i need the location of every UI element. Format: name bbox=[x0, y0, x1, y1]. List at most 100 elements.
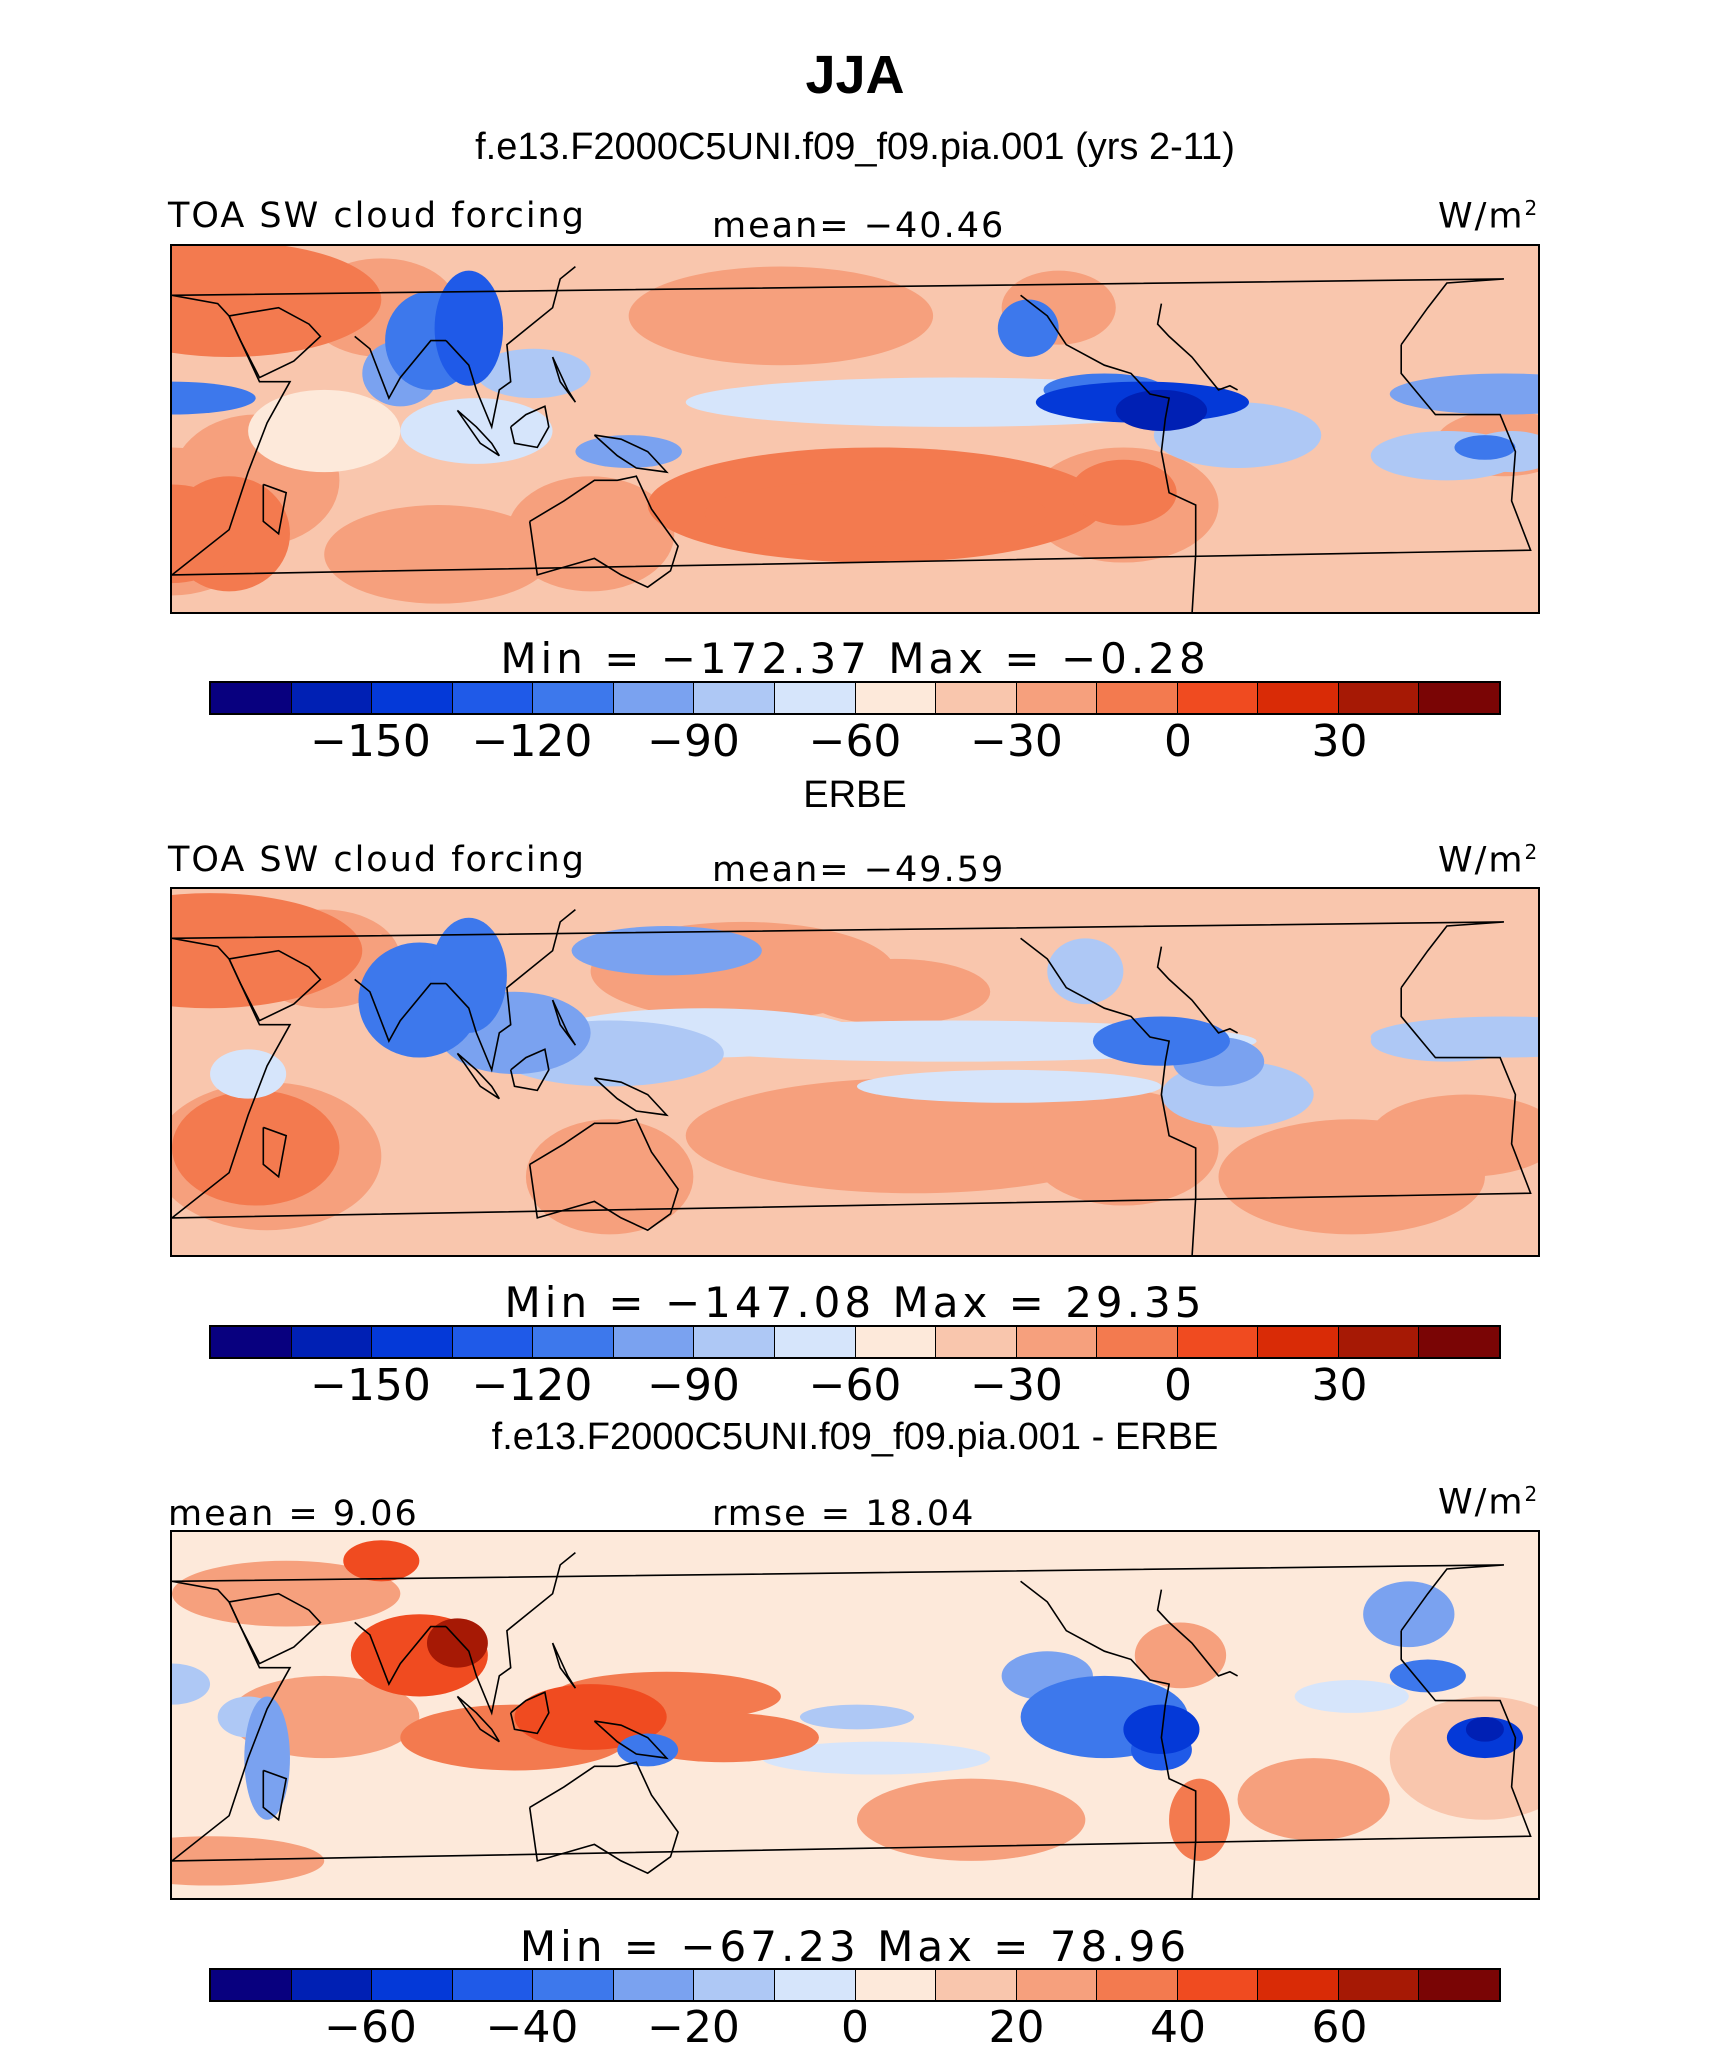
coastline bbox=[1156, 303, 1238, 391]
colorbar-swatch bbox=[774, 683, 856, 713]
coastline bbox=[593, 1720, 669, 1760]
colorbar-tick-label: −150 bbox=[310, 716, 431, 767]
contour-region bbox=[1363, 1581, 1455, 1648]
panel-1-case-title: f.e13.F2000C5UNI.f09_f09.pia.001 (yrs 2-… bbox=[475, 126, 1235, 168]
coastline bbox=[445, 908, 576, 1073]
coastline bbox=[228, 1592, 322, 1665]
coastline bbox=[262, 1126, 288, 1179]
colorbar-swatch bbox=[372, 1970, 453, 2000]
colorbar-tick-label: −150 bbox=[310, 1360, 431, 1411]
contour-region bbox=[514, 1684, 667, 1750]
coastline bbox=[551, 356, 577, 403]
panel-2-left-label: TOA SW cloud forcing bbox=[168, 840, 586, 880]
coastline bbox=[528, 475, 679, 589]
coastline bbox=[528, 1761, 679, 1875]
coastline bbox=[1156, 1589, 1238, 1677]
colorbar-swatch bbox=[694, 683, 775, 713]
colorbar-tick-label: 40 bbox=[1150, 2002, 1206, 2053]
colorbar-tick-label: −60 bbox=[808, 716, 902, 767]
panel-1-colorbar bbox=[209, 681, 1501, 715]
colorbar-swatch bbox=[1097, 1970, 1178, 2000]
contour-region bbox=[799, 1704, 915, 1730]
panel-3-rmse-label: rmse = 18.04 bbox=[712, 1494, 976, 1534]
colorbar-swatch bbox=[452, 1970, 534, 2000]
colorbar-swatch bbox=[1338, 1327, 1420, 1357]
contour-region bbox=[172, 381, 256, 415]
contour-region bbox=[324, 505, 553, 604]
contour-region bbox=[244, 1696, 290, 1820]
colorbar-swatch bbox=[1016, 1327, 1098, 1357]
colorbar-swatch bbox=[211, 1327, 292, 1357]
contour-region bbox=[1370, 1020, 1523, 1062]
coastline bbox=[528, 1118, 679, 1232]
colorbar-swatch bbox=[613, 683, 695, 713]
colorbar-swatch bbox=[774, 1327, 856, 1357]
colorbar-tick-label: −30 bbox=[970, 716, 1063, 767]
contour-region bbox=[1115, 389, 1208, 431]
coastline bbox=[354, 1621, 446, 1686]
contour-region bbox=[571, 926, 762, 976]
panel-1-left-label: TOA SW cloud forcing bbox=[168, 196, 586, 236]
contour-region bbox=[1465, 1717, 1504, 1742]
contour-region bbox=[172, 1090, 340, 1206]
contour-region bbox=[400, 398, 553, 464]
contour-region bbox=[1070, 459, 1177, 526]
colorbar-swatch bbox=[694, 1327, 775, 1357]
coastline bbox=[509, 1048, 550, 1092]
coastline bbox=[1020, 1580, 1197, 1898]
colorbar-tick-label: −40 bbox=[485, 2002, 579, 2053]
coastline bbox=[551, 1642, 577, 1689]
colorbar-swatch bbox=[774, 1970, 856, 2000]
contour-region bbox=[430, 917, 507, 1033]
colorbar-tick-label: −60 bbox=[324, 2002, 417, 2053]
colorbar-tick-label: 0 bbox=[1164, 1360, 1192, 1411]
colorbar-swatch bbox=[452, 1327, 534, 1357]
colorbar-tick-label: 20 bbox=[988, 2002, 1045, 2053]
panel-2-min-max: Min = −147.08 Max = 29.35 bbox=[504, 1278, 1206, 1327]
contour-region bbox=[799, 958, 991, 1025]
contour-region bbox=[426, 1618, 488, 1668]
coastline bbox=[445, 1551, 576, 1716]
coastline bbox=[456, 409, 500, 457]
coastline bbox=[593, 1077, 669, 1117]
colorbar-tick-label: −20 bbox=[647, 2002, 740, 2053]
panel-1-min-max: Min = −172.37 Max = −0.28 bbox=[500, 634, 1210, 683]
panel-2-case-title: ERBE bbox=[803, 774, 907, 816]
figure-title: JJA bbox=[805, 45, 905, 105]
contour-region bbox=[172, 246, 382, 357]
colorbar-tick-label: 30 bbox=[1311, 716, 1368, 767]
contour-region bbox=[210, 1049, 287, 1099]
coastline bbox=[1020, 937, 1197, 1255]
coastline bbox=[172, 278, 1532, 576]
colorbar-swatch bbox=[452, 683, 534, 713]
coastline bbox=[172, 1564, 1532, 1862]
contour-region bbox=[1454, 435, 1516, 460]
colorbar-swatch bbox=[1016, 683, 1098, 713]
panel-3-colorbar-ticks: −60 −40 −20 0 20 40 60 bbox=[209, 2002, 1501, 2056]
colorbar-swatch bbox=[1258, 683, 1339, 713]
contour-region bbox=[506, 476, 675, 592]
contour-region bbox=[1123, 1704, 1200, 1754]
coastline bbox=[509, 405, 550, 449]
colorbar-swatch bbox=[533, 1327, 614, 1357]
contour-region bbox=[1389, 1659, 1466, 1693]
contour-region bbox=[1237, 1758, 1390, 1841]
panel-3-colorbar bbox=[209, 1968, 1501, 2002]
colorbar-swatch bbox=[291, 1327, 373, 1357]
panel-3-min-max: Min = −67.23 Max = 78.96 bbox=[519, 1922, 1191, 1971]
colorbar-swatch bbox=[1419, 1327, 1499, 1357]
panel-3-units: W/m2 bbox=[1438, 1482, 1540, 1523]
colorbar-swatch bbox=[1177, 1970, 1259, 2000]
colorbar-swatch bbox=[1177, 683, 1259, 713]
contour-region bbox=[1294, 1680, 1409, 1713]
colorbar-swatch bbox=[1338, 683, 1420, 713]
panel-2-map bbox=[170, 887, 1540, 1257]
contour-region bbox=[857, 1069, 1162, 1103]
panel-2-colorbar-ticks: −150 −120 −90 −60 −30 0 30 bbox=[209, 1360, 1501, 1414]
coastline bbox=[262, 483, 288, 536]
colorbar-swatch bbox=[1338, 1970, 1420, 2000]
coastline bbox=[509, 1691, 550, 1735]
colorbar-swatch bbox=[1097, 1327, 1178, 1357]
colorbar-swatch bbox=[936, 1970, 1017, 2000]
contour-region bbox=[997, 299, 1059, 357]
